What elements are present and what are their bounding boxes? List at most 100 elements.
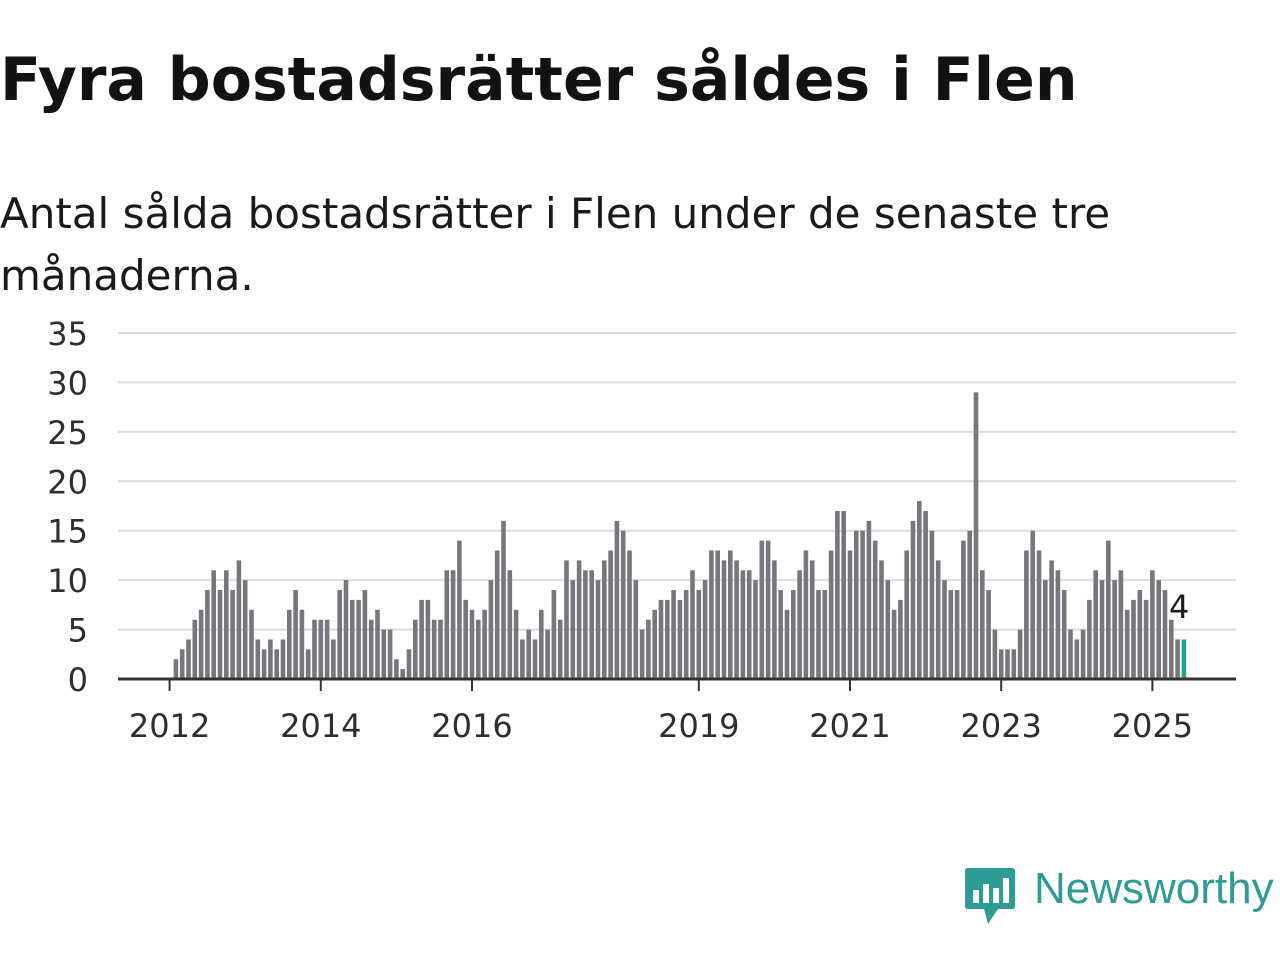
- bar: [633, 580, 639, 679]
- bar: [406, 649, 412, 679]
- bar: [362, 590, 368, 679]
- bar: [463, 599, 468, 679]
- bar: [211, 570, 216, 679]
- bar: [469, 609, 475, 679]
- bar: [287, 609, 292, 679]
- bar: [539, 609, 544, 679]
- bar: [948, 590, 954, 679]
- x-tick-label: 2014: [280, 707, 361, 745]
- y-tick-label: 25: [47, 414, 88, 452]
- bar: [702, 580, 708, 679]
- bar: [961, 540, 966, 679]
- bar: [797, 570, 802, 679]
- bar: [173, 659, 179, 679]
- bar: [1118, 570, 1124, 679]
- bar: [759, 540, 765, 679]
- bar: [1061, 590, 1067, 679]
- bar: [721, 560, 727, 679]
- bar: [268, 639, 273, 679]
- y-tick-label: 15: [47, 513, 88, 551]
- bar: [753, 580, 758, 679]
- x-tick-label: 2021: [809, 707, 890, 745]
- bar: [299, 609, 305, 679]
- bar: [1156, 580, 1161, 679]
- bar: [866, 520, 872, 679]
- bar: [305, 649, 311, 679]
- bar: [488, 580, 494, 679]
- bar: [998, 649, 1004, 679]
- bar: [1112, 580, 1117, 679]
- bar: [1030, 530, 1035, 679]
- bar: [394, 659, 399, 679]
- y-tick-label: 5: [68, 612, 88, 650]
- bar: [356, 599, 361, 679]
- bar: [1106, 540, 1111, 679]
- bar: [217, 590, 223, 679]
- bar: [1150, 570, 1155, 679]
- bar: [457, 540, 462, 679]
- bar: [872, 540, 878, 679]
- chart-subtitle: Antal sålda bostadsrätter i Flen under d…: [0, 189, 1111, 300]
- bar: [1169, 619, 1174, 679]
- bar: [728, 550, 733, 679]
- bar: [557, 619, 563, 679]
- bar: [381, 629, 387, 679]
- bar: [690, 570, 695, 679]
- bar: [507, 570, 513, 679]
- bar: [476, 619, 481, 679]
- bar: [772, 560, 777, 679]
- x-axis-ticks: 2012 2014 2016 2019 2021 2023 2025: [129, 679, 1193, 745]
- bar: [192, 619, 198, 679]
- y-tick-label: 10: [47, 562, 88, 600]
- bar: [331, 639, 336, 679]
- bar: [734, 560, 739, 679]
- bar: [520, 639, 525, 679]
- bar: [841, 510, 846, 679]
- bar: [583, 570, 588, 679]
- brand-name: Newsworthy: [1034, 864, 1274, 913]
- bar: [658, 599, 664, 679]
- bar: [526, 629, 531, 679]
- bar: [482, 609, 487, 679]
- bar: [1093, 570, 1098, 679]
- bar: [1011, 649, 1017, 679]
- bar: [230, 590, 235, 679]
- bar: [224, 570, 229, 679]
- x-tick-label: 2016: [431, 707, 512, 745]
- bar: [986, 590, 991, 679]
- bar: [828, 550, 834, 679]
- bar: [1043, 580, 1048, 679]
- bar: [368, 619, 374, 679]
- bar: [293, 590, 298, 679]
- bar: [1137, 590, 1143, 679]
- bar: [992, 629, 998, 679]
- bar: [280, 639, 286, 679]
- bar: [980, 570, 985, 679]
- bar: [312, 619, 317, 679]
- bar: [387, 629, 393, 679]
- bar: [639, 629, 645, 679]
- y-axis-tick-labels: 0 5 10 15 20 25 30 35: [47, 315, 88, 699]
- bar: [885, 580, 891, 679]
- bars: [173, 392, 1187, 679]
- chart-title: Fyra bostadsrätter såldes i Flen: [0, 45, 1078, 115]
- bar: [677, 599, 683, 679]
- bar: [242, 580, 248, 679]
- bar: [929, 530, 935, 679]
- bar: [205, 590, 210, 679]
- y-tick-label: 35: [47, 315, 88, 353]
- bar: [179, 649, 185, 679]
- bar: [501, 520, 506, 679]
- bar: [1049, 560, 1054, 679]
- bar: [236, 560, 242, 679]
- bar: [816, 590, 821, 679]
- bar: [1162, 590, 1168, 679]
- bar: [576, 560, 582, 679]
- y-tick-label: 20: [47, 463, 88, 501]
- y-tick-label: 0: [68, 661, 88, 699]
- bar: [551, 590, 557, 679]
- bar: [803, 550, 809, 679]
- y-tick-label: 30: [47, 364, 88, 402]
- bar: [746, 570, 752, 679]
